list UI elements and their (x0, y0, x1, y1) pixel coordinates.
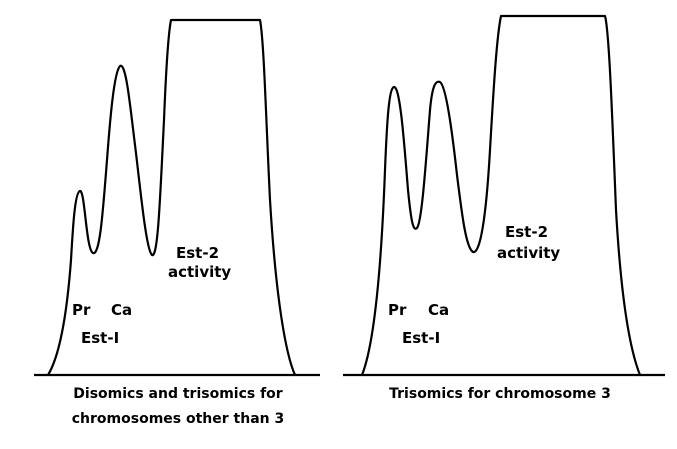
right-panel: Pr Ca Est-I Est-2 activity Trisomics for… (343, 14, 665, 402)
left-activity-label: activity (168, 263, 231, 281)
right-est2-label: Est-2 (505, 223, 548, 241)
right-est1-label: Est-I (402, 329, 440, 347)
left-pr-label: Pr (72, 301, 91, 319)
left-caption-line2: chromosomes other than 3 (72, 411, 284, 427)
left-density-trace (46, 18, 297, 377)
left-panel: Pr Ca Est-I Est-2 activity Disomics and … (34, 18, 320, 427)
right-density-trace (360, 14, 642, 377)
right-ca-label: Ca (428, 301, 449, 319)
left-caption-line1: Disomics and trisomics for (73, 386, 283, 402)
left-est1-label: Est-I (81, 329, 119, 347)
left-ca-label: Ca (111, 301, 132, 319)
left-est2-label: Est-2 (176, 244, 219, 262)
right-pr-label: Pr (388, 301, 407, 319)
right-caption-line1: Trisomics for chromosome 3 (389, 386, 611, 402)
right-activity-label: activity (497, 244, 560, 262)
